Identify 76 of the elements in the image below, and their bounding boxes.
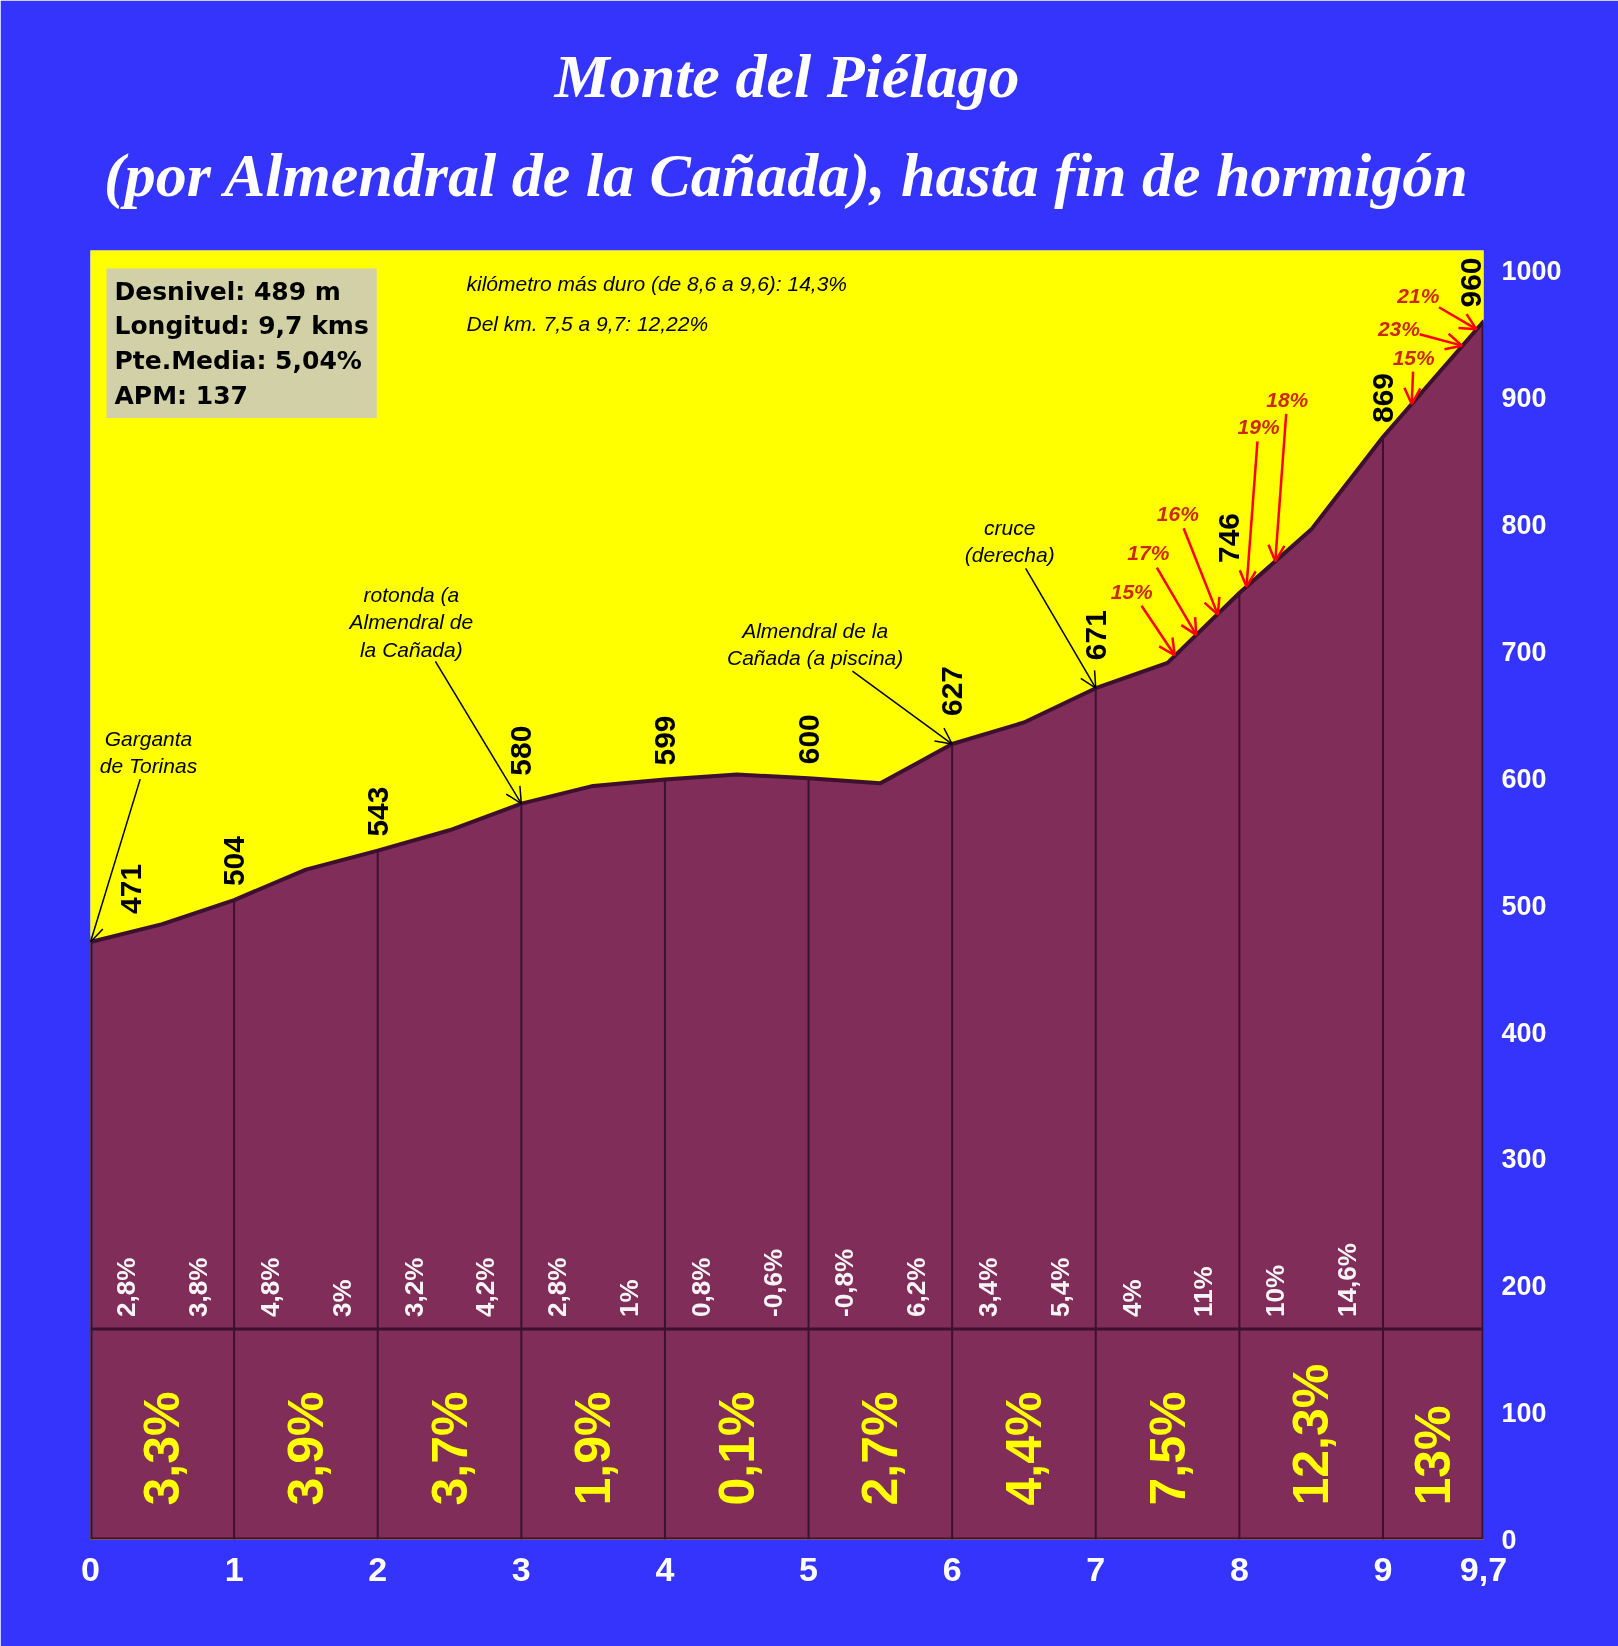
- annotation: 12,3%: [1283, 1363, 1340, 1506]
- data-label: 543: [360, 786, 394, 837]
- annotation: 2,8%: [542, 1257, 573, 1317]
- annotation: 4,4%: [995, 1391, 1052, 1506]
- annotation: Del km. 7,5 a 9,7: 12,22%: [466, 312, 709, 335]
- x-tick-label: 6: [942, 1549, 962, 1588]
- data-label: 671: [1078, 610, 1112, 661]
- data-label: 746: [1212, 512, 1246, 564]
- data-label: 600: [791, 714, 825, 765]
- annotation: 13%: [1405, 1405, 1462, 1506]
- y-tick-label: 1000: [1501, 256, 1562, 287]
- x-tick-label: 0: [81, 1549, 100, 1588]
- annotation: 3,3%: [134, 1391, 191, 1506]
- annotation: 3,4%: [973, 1257, 1004, 1317]
- annotation: 16%: [1156, 502, 1200, 526]
- y-tick-label: 900: [1501, 383, 1547, 414]
- annotation: 17%: [1127, 541, 1170, 565]
- annotation: 2,8%: [111, 1257, 142, 1317]
- annotation: Garganta de Torinas: [99, 726, 198, 778]
- x-tick-label: 8: [1229, 1549, 1249, 1588]
- x-tick-label: 7: [1086, 1549, 1106, 1588]
- annotation: 19%: [1237, 415, 1280, 439]
- annotation: 10%: [1260, 1264, 1291, 1317]
- annotation: cruce (derecha): [964, 515, 1055, 567]
- data-label: 599: [647, 715, 681, 766]
- annotation: 6,2%: [901, 1257, 932, 1317]
- annotation: 2,7%: [852, 1391, 909, 1506]
- annotation: 7,5%: [1139, 1391, 1196, 1506]
- x-tick-label: 4: [655, 1549, 675, 1588]
- annotation: rotonda (a Almendral de la Cañada): [347, 582, 474, 661]
- data-label: 580: [504, 725, 538, 776]
- annotation: 5,4%: [1044, 1257, 1075, 1317]
- chart-subtitle: (por Almendral de la Cañada), hasta fin de hormigón: [104, 140, 1468, 210]
- annotation: Desnivel: 489 m Longitud: 9,7 kms Pte.Media: 5,04% APM: 137: [114, 276, 369, 410]
- annotation: 3%: [326, 1279, 357, 1317]
- annotation: 3,8%: [183, 1257, 214, 1317]
- annotation: 4,8%: [255, 1257, 286, 1317]
- annotation: 14,6%: [1332, 1243, 1363, 1317]
- annotation: 0,1%: [708, 1391, 765, 1506]
- x-tick-label: 2: [368, 1549, 388, 1588]
- y-tick-label: 600: [1501, 763, 1547, 794]
- annotation: -0,6%: [757, 1248, 788, 1317]
- y-tick-label: 700: [1501, 636, 1547, 667]
- chart-title: Monte del Piélago: [553, 41, 1020, 110]
- annotation: 4,2%: [470, 1257, 501, 1317]
- annotation: 15%: [1110, 579, 1154, 603]
- annotation: 18%: [1266, 387, 1309, 411]
- y-tick-label: 100: [1501, 1398, 1547, 1429]
- y-tick-label: 400: [1501, 1017, 1547, 1048]
- x-tick-label: 5: [799, 1549, 819, 1588]
- data-label: 960: [1453, 257, 1487, 308]
- y-tick-label: 800: [1501, 510, 1547, 541]
- annotation: 21%: [1396, 283, 1440, 307]
- annotation: kilómetro más duro (de 8,6 a 9,6): 14,3%: [466, 272, 848, 295]
- annotation: 15%: [1392, 345, 1436, 369]
- annotation: 1%: [614, 1279, 645, 1317]
- annotation: 3,2%: [398, 1257, 429, 1317]
- annotation: 3,9%: [277, 1391, 334, 1506]
- data-label: 869: [1365, 372, 1399, 423]
- data-label: 504: [217, 835, 251, 887]
- y-tick-label: 500: [1501, 890, 1547, 921]
- y-tick-label: 300: [1501, 1144, 1547, 1175]
- y-tick-label: 200: [1501, 1271, 1547, 1302]
- annotation: 1,9%: [565, 1391, 622, 1506]
- annotation: 11%: [1188, 1266, 1219, 1317]
- data-label: 627: [935, 665, 969, 717]
- x-tick-label: 1: [224, 1549, 244, 1588]
- annotation: 3,7%: [421, 1391, 478, 1506]
- annotation: -0,8%: [829, 1248, 860, 1317]
- annotation: 4%: [1116, 1279, 1147, 1317]
- x-tick-label: 9: [1373, 1549, 1393, 1588]
- data-label: 471: [113, 863, 147, 914]
- x-tick-label: 3: [511, 1549, 531, 1588]
- annotation: Almendral de la Cañada (a piscina): [727, 618, 904, 670]
- annotation: 23%: [1376, 317, 1421, 341]
- annotation: 0,8%: [685, 1257, 716, 1317]
